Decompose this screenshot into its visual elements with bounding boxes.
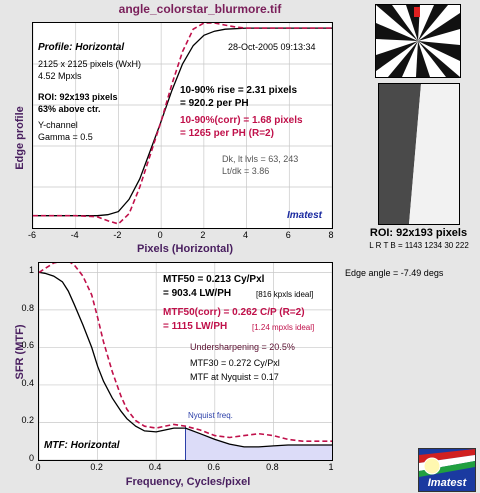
edge-x-ticks: -6 -4 -2 0 2 4 6 8 bbox=[28, 230, 334, 242]
star-chart-graphic bbox=[376, 5, 460, 77]
mtf-x-ticks: 0 0.2 0.4 0.6 0.8 1 bbox=[35, 462, 333, 474]
series-corrected-line bbox=[39, 263, 332, 442]
y-tick-label: 0.8 bbox=[21, 302, 34, 313]
chart-title: angle_colorstar_blurmore.tif bbox=[118, 2, 282, 16]
x-tick-label: 0.8 bbox=[266, 462, 279, 472]
corr-line1: 10-90%(corr) = 1.68 pixels bbox=[180, 115, 303, 126]
nyquist-label: Nyquist freq. bbox=[188, 411, 233, 420]
mtf-y-ticks: 0 0.2 0.4 0.6 0.8 1 bbox=[14, 262, 36, 463]
y-tick-label: 0.4 bbox=[21, 377, 34, 388]
lt-dk-ratio: Lt/dk = 3.86 bbox=[222, 166, 270, 176]
edge-plot-area bbox=[32, 22, 333, 229]
undersharpening: Undersharpening = 20.5% bbox=[190, 342, 295, 352]
y-tick-label: 0.6 bbox=[21, 340, 34, 351]
series-measured-line bbox=[39, 271, 332, 448]
mpxls: 4.52 Mpxls bbox=[38, 71, 82, 81]
edge-chart-svg bbox=[33, 23, 332, 228]
imatest-brand: Imatest bbox=[287, 210, 323, 221]
corr-line2: = 1265 per PH (R=2) bbox=[180, 128, 274, 139]
mtf-label: MTF: Horizontal bbox=[44, 440, 120, 451]
edge-date: 28-Oct-2005 09:13:34 bbox=[228, 42, 316, 52]
series-corrected-line bbox=[33, 23, 332, 225]
x-tick-label: 0.2 bbox=[90, 462, 103, 472]
mtf-plot-area bbox=[38, 262, 333, 461]
mtf50-corr-ideal: [1.24 mpxls ideal] bbox=[252, 323, 315, 332]
roi-text: ROI: 92x193 pixels bbox=[38, 92, 118, 102]
profile-label: Profile: Horizontal bbox=[38, 42, 125, 53]
edge-xlabel: Pixels (Horizontal) bbox=[137, 243, 233, 255]
gamma: Gamma = 0.5 bbox=[38, 132, 93, 142]
x-tick-label: 1 bbox=[328, 462, 334, 472]
imatest-logo: Imatest bbox=[418, 448, 476, 492]
above-ctr: 63% above ctr. bbox=[38, 104, 101, 114]
mtf50-corr-line1: MTF50(corr) = 0.262 C/P (R=2) bbox=[163, 307, 305, 318]
star-chart-thumbnail bbox=[375, 4, 461, 78]
image-size: 2125 x 2125 pixels (WxH) bbox=[38, 59, 142, 69]
mtf50-ideal: [816 kpxls ideal] bbox=[256, 290, 314, 299]
mtf30: MTF30 = 0.272 Cy/Pxl bbox=[190, 358, 280, 368]
imatest-logo-graphic bbox=[419, 449, 475, 491]
mtf-chart-svg bbox=[39, 263, 332, 460]
y-tick-label: 0 bbox=[28, 453, 34, 463]
x-tick-label: 0 bbox=[35, 462, 41, 472]
mtf50-line1: MTF50 = 0.213 Cy/Pxl bbox=[163, 274, 265, 285]
x-tick-label: -2 bbox=[113, 230, 122, 240]
mtf-at-nyquist: MTF at Nyquist = 0.17 bbox=[190, 372, 279, 382]
mtf50-corr-line2: = 1115 LW/PH bbox=[163, 321, 228, 332]
roi-label: ROI: 92x193 pixels bbox=[369, 227, 468, 239]
x-tick-label: 4 bbox=[243, 230, 249, 240]
x-tick-label: 8 bbox=[328, 230, 334, 240]
dk-lt-levels: Dk, lt lvls = 63, 243 bbox=[222, 154, 299, 164]
roi-thumbnail bbox=[378, 83, 460, 225]
x-tick-label: 0 bbox=[157, 230, 163, 240]
logo-text: Imatest bbox=[427, 477, 467, 489]
edge-angle: Edge angle = -7.49 degs bbox=[345, 268, 444, 278]
roi-edge-graphic bbox=[379, 84, 459, 224]
mtf50-line2: = 903.4 LW/PH bbox=[163, 288, 232, 299]
lrtb-values: L R T B = 1143 1234 30 222 bbox=[369, 241, 469, 250]
x-tick-label: 2 bbox=[200, 230, 206, 240]
rise-line2: = 920.2 per PH bbox=[180, 98, 249, 109]
x-tick-label: 0.6 bbox=[207, 462, 221, 472]
nyquist-region bbox=[185, 428, 332, 460]
x-tick-label: -6 bbox=[27, 230, 36, 240]
channel: Y-channel bbox=[38, 120, 78, 130]
edge-ylabel: Edge profile bbox=[14, 106, 26, 170]
mtf-xlabel: Frequency, Cycles/pixel bbox=[125, 476, 251, 488]
x-tick-label: -4 bbox=[70, 230, 79, 240]
rise-line1: 10-90% rise = 2.31 pixels bbox=[180, 85, 298, 96]
y-tick-label: 1 bbox=[28, 265, 34, 276]
y-tick-label: 0.2 bbox=[21, 415, 34, 426]
x-tick-label: 0.4 bbox=[148, 462, 162, 472]
x-tick-label: 6 bbox=[285, 230, 291, 240]
